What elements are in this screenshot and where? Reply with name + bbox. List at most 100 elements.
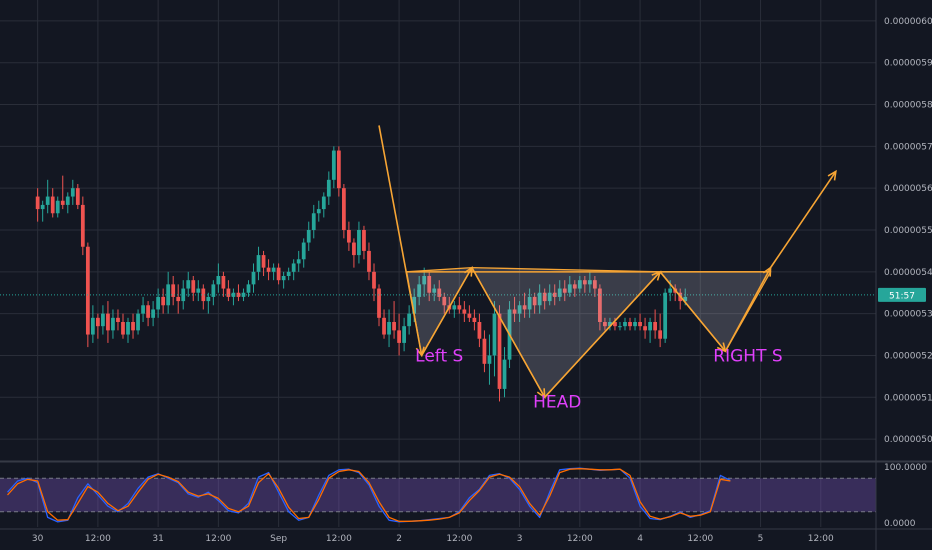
candle-body[interactable] [608, 322, 612, 327]
candle-body[interactable] [613, 322, 617, 327]
pattern-leg[interactable] [420, 267, 473, 356]
candle-body[interactable] [266, 267, 271, 272]
candle-body[interactable] [542, 292, 547, 302]
candle-body[interactable] [623, 322, 627, 327]
candle-body[interactable] [598, 288, 602, 322]
candle-body[interactable] [587, 280, 592, 285]
candle-body[interactable] [497, 313, 502, 389]
candle-body[interactable] [226, 288, 231, 297]
candle-body[interactable] [417, 284, 422, 297]
candle-body[interactable] [552, 292, 557, 297]
candle-body[interactable] [663, 292, 668, 339]
candle-body[interactable] [618, 326, 622, 328]
candle-body[interactable] [592, 280, 597, 289]
candle-body[interactable] [85, 246, 90, 335]
candle-body[interactable] [311, 213, 316, 230]
candle-body[interactable] [648, 322, 652, 331]
candle-body[interactable] [341, 188, 346, 230]
candle-body[interactable] [70, 188, 75, 197]
candle-body[interactable] [141, 305, 145, 314]
candle-body[interactable] [577, 280, 582, 289]
candle-body[interactable] [126, 322, 130, 335]
candle-body[interactable] [537, 292, 542, 306]
candle-body[interactable] [422, 276, 427, 285]
candle-body[interactable] [326, 179, 331, 197]
candle-body[interactable] [55, 200, 60, 214]
candle-body[interactable] [472, 317, 477, 322]
candle-body[interactable] [482, 338, 487, 364]
candle-body[interactable] [547, 292, 552, 302]
candle-body[interactable] [457, 305, 462, 310]
candle-body[interactable] [352, 242, 356, 256]
candle-body[interactable] [191, 280, 196, 293]
pattern-leg[interactable] [724, 267, 772, 352]
candle-body[interactable] [492, 313, 497, 356]
candle-body[interactable] [653, 322, 657, 331]
candle-body[interactable] [633, 322, 637, 327]
candle-body[interactable] [658, 330, 663, 339]
head-and-shoulders-pattern[interactable] [378, 125, 837, 399]
pattern-leg[interactable] [378, 125, 423, 356]
candle-body[interactable] [572, 284, 577, 289]
candle-body[interactable] [35, 196, 40, 210]
candle-body[interactable] [402, 326, 406, 343]
candle-body[interactable] [522, 305, 527, 310]
candle-body[interactable] [582, 280, 587, 285]
candle-body[interactable] [101, 313, 105, 327]
candle-body[interactable] [65, 196, 70, 205]
candle-body[interactable] [437, 288, 442, 297]
candle-body[interactable] [462, 309, 467, 314]
candle-body[interactable] [111, 317, 115, 331]
candle-body[interactable] [377, 288, 381, 318]
candle-body[interactable] [96, 317, 100, 327]
candle-body[interactable] [75, 188, 80, 205]
pattern-leg[interactable] [659, 271, 727, 352]
candle-body[interactable] [532, 296, 537, 306]
candle-body[interactable] [331, 150, 336, 180]
candle-body[interactable] [281, 276, 286, 281]
candle-body[interactable] [306, 230, 311, 243]
candle-body[interactable] [452, 305, 457, 310]
candle-body[interactable] [442, 296, 447, 306]
candle-body[interactable] [50, 196, 55, 214]
candle-body[interactable] [196, 288, 201, 293]
candle-body[interactable] [387, 322, 391, 335]
candle-body[interactable] [201, 288, 206, 302]
candle-body[interactable] [301, 242, 306, 260]
candle-body[interactable] [683, 296, 688, 302]
candle-body[interactable] [261, 255, 266, 268]
candle-body[interactable] [236, 292, 241, 297]
candle-body[interactable] [186, 280, 191, 289]
candle-body[interactable] [136, 313, 140, 331]
candle-body[interactable] [397, 330, 401, 343]
candle-body[interactable] [80, 204, 85, 247]
candle-body[interactable] [562, 288, 567, 293]
candle-body[interactable] [557, 288, 562, 297]
candle-body[interactable] [512, 309, 517, 314]
candle-body[interactable] [392, 322, 396, 331]
candle-body[interactable] [146, 305, 150, 318]
candle-body[interactable] [367, 250, 371, 272]
candle-body[interactable] [467, 313, 472, 318]
stochastic-rsi-pane[interactable] [0, 467, 876, 523]
candle-body[interactable] [477, 322, 482, 339]
candle-body[interactable] [171, 284, 176, 297]
candle-body[interactable] [567, 284, 572, 293]
pattern-leg[interactable] [471, 267, 546, 398]
candle-body[interactable] [271, 267, 276, 272]
candle-body[interactable] [286, 271, 291, 276]
candle-body[interactable] [603, 322, 607, 327]
candle-body[interactable] [432, 288, 437, 293]
candle-body[interactable] [121, 322, 125, 335]
price-pane[interactable] [0, 146, 876, 402]
candle-body[interactable] [211, 284, 216, 297]
candle-body[interactable] [206, 296, 211, 302]
candle-body[interactable] [336, 150, 341, 189]
candle-body[interactable] [256, 255, 261, 272]
candle-body[interactable] [382, 317, 386, 335]
candle-body[interactable] [45, 196, 50, 205]
candle-body[interactable] [357, 230, 361, 256]
candle-body[interactable] [502, 359, 507, 389]
candle-body[interactable] [221, 276, 226, 289]
